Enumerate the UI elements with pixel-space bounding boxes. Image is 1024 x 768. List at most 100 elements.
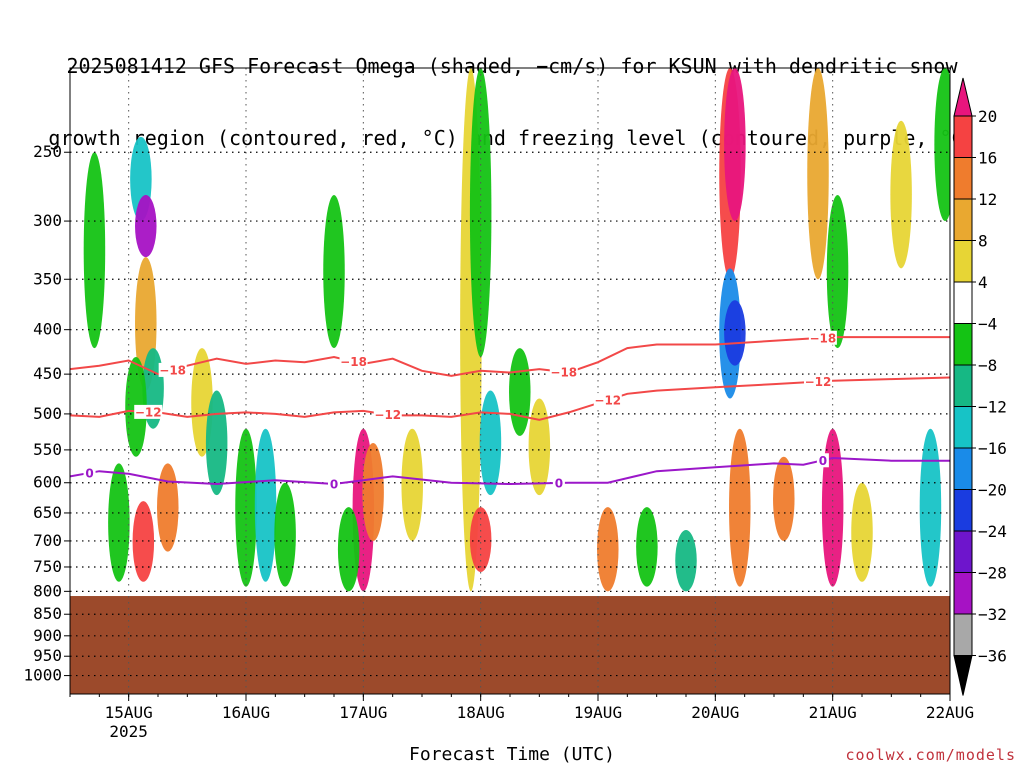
omega-cell-36 [826, 195, 849, 349]
dgz-minus18-label-bg-3 [808, 330, 837, 345]
dgz-minus12-label-bg-0 [134, 404, 163, 419]
omega-cell-32 [729, 428, 751, 587]
xtick-label-0: 15AUG [105, 703, 153, 722]
omega-cell-33 [773, 456, 795, 541]
freezing-level-label-bg-1 [328, 476, 340, 491]
omega-cell-6 [157, 463, 179, 552]
ytick-label-850: 850 [33, 604, 62, 623]
colorbar-label-3: 8 [978, 232, 988, 251]
colorbar-label-8: −16 [978, 439, 1007, 458]
dgz-minus18-label-bg-0 [158, 362, 187, 377]
colorbar-box-11 [953, 530, 973, 573]
dgz-minus18-label-3: −18 [810, 331, 837, 345]
freezing-level-line [70, 456, 950, 486]
colorbar-box-8 [953, 406, 973, 449]
omega-cell-21 [479, 390, 502, 496]
freezing-level-label-bg-0 [83, 465, 96, 480]
ytick-label-750: 750 [33, 557, 62, 576]
omega-cell-20 [469, 507, 492, 572]
ytick-label-500: 500 [33, 404, 62, 423]
omega-cell-14 [323, 195, 345, 349]
dgz-minus12-line [70, 376, 950, 421]
omega-cell-29 [724, 68, 746, 222]
colorbar-label-13: −36 [978, 647, 1007, 666]
dgz-minus12-label-bg-3 [804, 374, 832, 389]
omega-cell-23 [509, 348, 531, 436]
terrain-mask [70, 596, 950, 694]
colorbar-label-5: −4 [978, 315, 997, 334]
colorbar-arrow-bottom [953, 655, 973, 696]
omega-cell-11 [235, 428, 257, 587]
colorbar-label-11: −28 [978, 564, 1007, 583]
colorbar-box-1 [953, 115, 973, 158]
colorbar-box-13 [953, 613, 973, 656]
dgz-minus12-label-3: −12 [805, 375, 832, 389]
ytick-label-1000: 1000 [23, 666, 62, 685]
omega-cell-26 [636, 507, 658, 587]
colorbar-label-12: −32 [978, 605, 1007, 624]
dgz-minus12-label-bg-1 [373, 407, 402, 422]
dgz-minus12-label-bg-2 [593, 393, 622, 408]
omega-cell-10 [205, 390, 228, 496]
colorbar-label-1: 16 [978, 149, 997, 168]
dgz-minus12-label-0: −12 [135, 405, 162, 419]
ytick-label-350: 350 [33, 269, 62, 288]
colorbar-label-7: −12 [978, 398, 1007, 417]
omega-cell-38 [890, 120, 912, 269]
freezing-level-label-bg-2 [552, 475, 565, 490]
freezing-level-label-0: 0 [85, 466, 93, 480]
freezing-level-label-3: 0 [819, 454, 827, 468]
omega-cell-25 [597, 507, 619, 592]
ytick-label-950: 950 [33, 646, 62, 665]
credit-text[interactable]: coolwx.com/models [845, 746, 1016, 764]
colorbar-label-10: −24 [978, 522, 1007, 541]
dgz-minus18-label-0: −18 [159, 363, 186, 377]
dgz-minus12-label-1: −12 [374, 408, 401, 422]
omega-cell-31 [724, 300, 746, 366]
xtick-label-1: 16AUG [222, 703, 270, 722]
colorbar-box-12 [953, 572, 973, 615]
colorbar: 20 16 12 8 4 −4 −8 −12 −16 −20 −24 −28 −32 −36 [953, 77, 1007, 696]
ytick-label-600: 600 [33, 473, 62, 492]
ytick-label-250: 250 [33, 142, 62, 161]
xtick-label-7: 22AUG [926, 703, 974, 722]
ytick-label-550: 550 [33, 440, 62, 459]
pressure-axis: 250 300 350 400 450 500 550 600 650 700 750 800 850 9… [23, 142, 70, 685]
omega-cell-34 [821, 428, 844, 587]
freezing-level-label-2: 0 [555, 476, 563, 490]
dgz-minus18-label-bg-1 [339, 354, 368, 369]
omega-cell-35 [807, 68, 829, 280]
colorbar-label-6: −8 [978, 356, 997, 375]
omega-cell-27 [675, 529, 697, 592]
dgz-minus18-label-1: −18 [340, 355, 367, 369]
ytick-label-800: 800 [33, 581, 62, 600]
colorbar-box-6 [953, 323, 973, 366]
colorbar-label-4: 4 [978, 273, 988, 292]
colorbar-label-9: −20 [978, 481, 1007, 500]
omega-cell-16 [362, 442, 384, 541]
colorbar-label-0: 20 [978, 107, 997, 126]
freezing-level-label-1: 0 [330, 477, 338, 491]
x-axis-label: Forecast Time (UTC) [409, 744, 615, 765]
ytick-label-700: 700 [33, 531, 62, 550]
xtick-label-3: 18AUG [457, 703, 505, 722]
colorbar-box-4 [953, 240, 973, 283]
omega-cell-1 [135, 195, 157, 258]
ytick-label-400: 400 [33, 320, 62, 339]
contours: −18 −18 −18 −18 −12 −12 −12 −12 0 0 0 0 [70, 330, 950, 491]
colorbar-box-5 [953, 281, 973, 324]
omega-cell-12 [254, 428, 277, 582]
omega-cell-13 [274, 482, 296, 587]
ytick-label-300: 300 [33, 211, 62, 230]
omega-cell-8 [83, 152, 106, 349]
dgz-minus18-label-2: −18 [550, 365, 577, 379]
xtick-label-6: 21AUG [809, 703, 857, 722]
colorbar-box-9 [953, 447, 973, 490]
xtick-label-4: 19AUG [574, 703, 622, 722]
xtick-sublabel-0: 2025 [109, 722, 148, 741]
ytick-label-650: 650 [33, 503, 62, 522]
omega-cell-18 [401, 428, 423, 541]
ytick-label-900: 900 [33, 626, 62, 645]
